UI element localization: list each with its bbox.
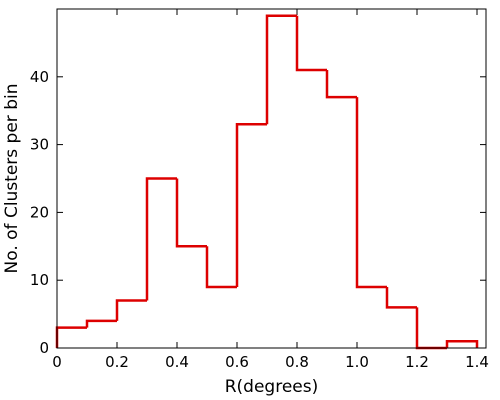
histogram-bin xyxy=(385,286,417,309)
histogram-bin xyxy=(55,326,87,348)
histogram-bin xyxy=(295,15,327,72)
y-axis-label: No. of Clusters per bin xyxy=(2,84,22,274)
y-tick-label: 40 xyxy=(30,68,49,86)
histogram-bin xyxy=(235,123,267,287)
histogram-bin xyxy=(85,319,117,328)
x-axis-label: R(degrees) xyxy=(225,377,319,397)
y-tick-label: 10 xyxy=(30,271,49,289)
x-tick-label: 1.2 xyxy=(405,353,429,371)
x-tick-label: 1.4 xyxy=(465,353,489,371)
histogram-bin xyxy=(115,299,147,321)
x-tick-label: 0.8 xyxy=(285,353,309,371)
histogram-bin xyxy=(415,307,447,350)
x-tick-label: 0.2 xyxy=(105,353,129,371)
histogram-bin xyxy=(445,339,479,348)
histogram-bin xyxy=(145,177,177,301)
histogram-bars xyxy=(55,14,479,350)
y-tick-label: 0 xyxy=(39,339,49,357)
x-tick-label: 0.4 xyxy=(165,353,189,371)
histogram-bin xyxy=(265,14,297,125)
x-tick-label: 0 xyxy=(52,353,62,371)
plot-frame xyxy=(56,8,487,349)
x-tick-label: 1.0 xyxy=(345,353,369,371)
y-tick-label: 30 xyxy=(30,136,49,154)
histogram-bin xyxy=(325,70,357,99)
histogram-bin xyxy=(355,97,387,289)
x-tick-label: 0.6 xyxy=(225,353,249,371)
histogram-bin xyxy=(175,178,207,248)
ticks-layer xyxy=(56,9,486,349)
y-tick-label: 20 xyxy=(30,203,49,221)
histogram-bin xyxy=(205,246,237,289)
tick-labels: 0 0.2 0.4 0.6 0.8 1.0 1.2 1.4 0 10 20 30 40 xyxy=(30,68,489,371)
